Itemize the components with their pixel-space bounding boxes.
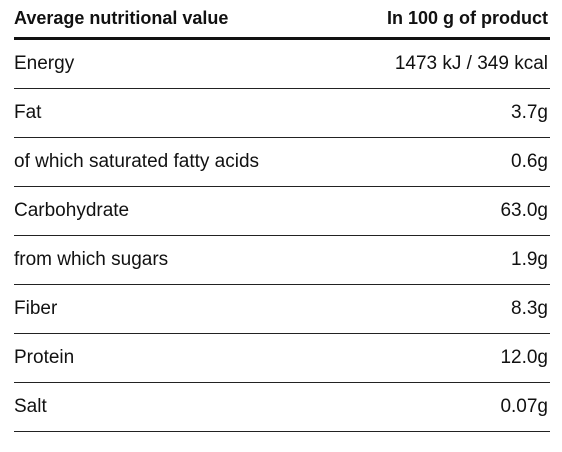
row-label: Protein — [14, 347, 75, 368]
table-header: Average nutritional value In 100 g of pr… — [14, 0, 550, 40]
row-label: from which sugars — [14, 249, 169, 270]
table-row-carbohydrate: Carbohydrate 63.0g — [14, 187, 550, 236]
row-label: Fiber — [14, 298, 58, 319]
row-value: 0.6g — [511, 151, 548, 172]
row-value: 1.9g — [511, 249, 548, 270]
row-value: 8.3g — [511, 298, 548, 319]
table-row-saturated-fat: of which saturated fatty acids 0.6g — [14, 138, 550, 187]
nutrition-table: Average nutritional value In 100 g of pr… — [14, 0, 550, 432]
row-value: 1473 kJ / 349 kcal — [394, 53, 548, 74]
row-label: Salt — [14, 396, 47, 417]
row-label: Fat — [14, 102, 42, 123]
row-value: 3.7g — [511, 102, 548, 123]
table-row-fat: Fat 3.7g — [14, 89, 550, 138]
header-value: In 100 g of product — [386, 8, 548, 28]
header-label: Average nutritional value — [14, 8, 229, 28]
row-label: of which saturated fatty acids — [14, 151, 260, 172]
row-label: Carbohydrate — [14, 200, 130, 221]
table-row-energy: Energy 1473 kJ / 349 kcal — [14, 40, 550, 89]
table-row-protein: Protein 12.0g — [14, 334, 550, 383]
row-value: 12.0g — [500, 347, 548, 368]
row-value: 0.07g — [500, 396, 548, 417]
table-row-salt: Salt 0.07g — [14, 383, 550, 432]
row-label: Energy — [14, 53, 75, 74]
table-row-sugars: from which sugars 1.9g — [14, 236, 550, 285]
table-row-fiber: Fiber 8.3g — [14, 285, 550, 334]
row-value: 63.0g — [500, 200, 548, 221]
